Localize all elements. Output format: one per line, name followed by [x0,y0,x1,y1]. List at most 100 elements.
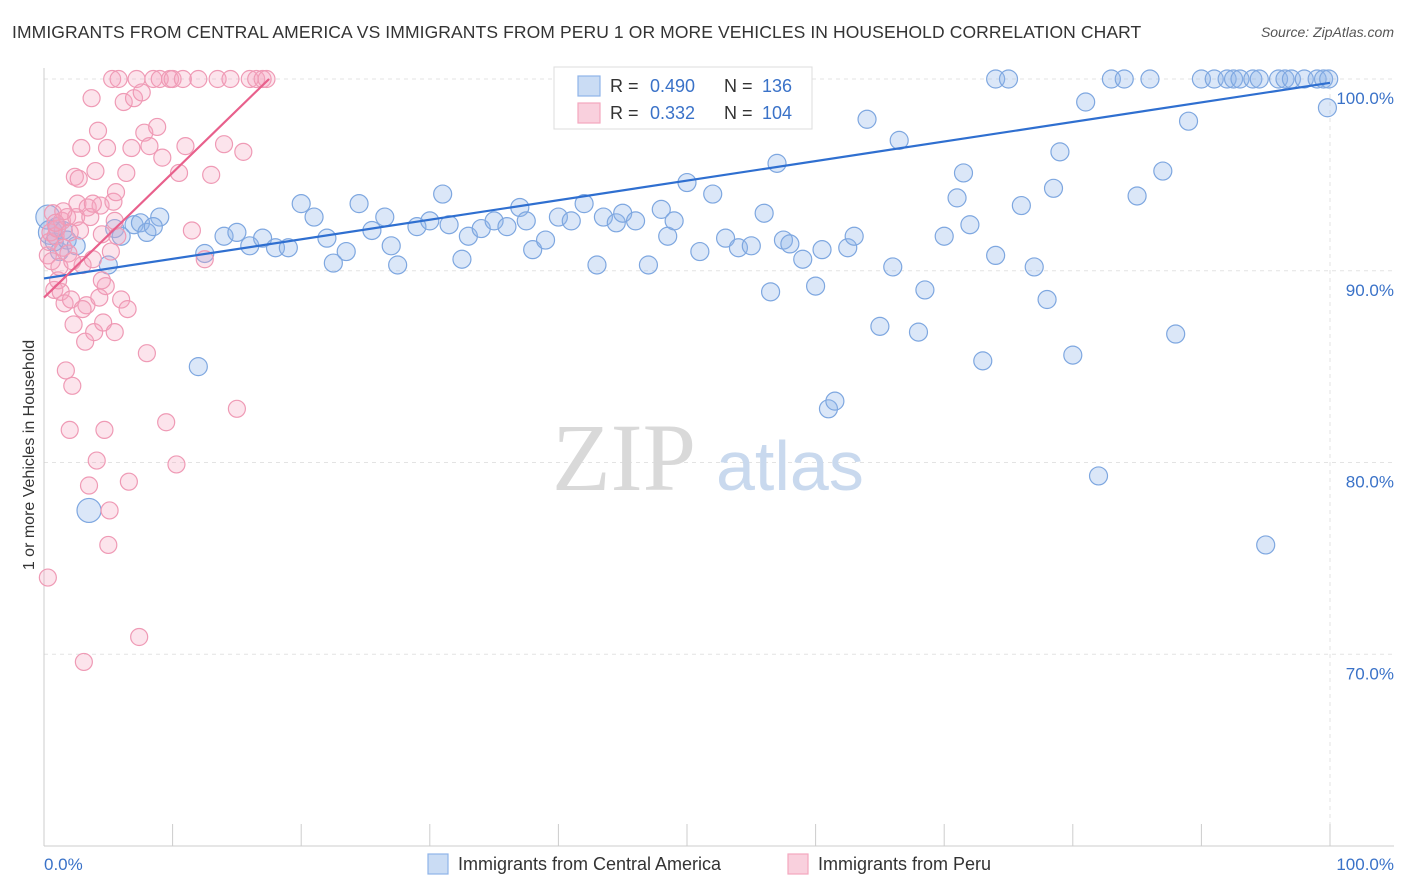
y-tick-labels: 70.0% 80.0% 90.0% 100.0% [1336,89,1394,683]
peru-point-83 [202,165,221,184]
peru-trend-line [43,78,270,299]
central-america-point-89 [986,245,1006,266]
peru-point-78 [173,69,192,89]
stats-legend-r-value-1: 0.332 [650,103,695,123]
peru-point-24 [68,194,87,213]
peru-point-13 [54,238,73,257]
peru-point-53 [105,323,124,342]
peru-point-80 [182,221,201,240]
central-america-point-78 [857,109,877,129]
central-america-point-96 [1050,142,1070,162]
legend-swatch-central-america [427,853,449,875]
peru-point-39 [87,451,106,470]
peru-point-94 [63,252,82,271]
central-america-point-103 [1140,69,1160,89]
peru-point-33 [79,476,99,495]
central-america-point-88 [973,351,993,371]
central-america-point-63 [715,228,736,248]
peru-point-92 [257,69,276,89]
peru-point-50 [101,242,120,261]
central-america-point-101 [1114,69,1134,89]
peru-point-36 [83,250,102,269]
central-america-point-51 [587,255,607,275]
central-america-point-74 [818,399,839,419]
watermark-atlas: atlas [716,427,864,505]
central-america-point-71 [793,249,813,269]
peru-point-59 [117,163,136,183]
legend-label-peru: Immigrants from Peru [818,854,991,874]
peru-point-61 [122,138,141,158]
series-central-america-points [35,69,1339,555]
peru-point-76 [167,455,186,474]
central-america-point-43 [497,217,517,237]
peru-point-100 [60,223,79,242]
central-america-point-86 [953,163,974,183]
peru-point-75 [163,69,182,89]
x-tick-label-0: 0.0% [44,855,83,874]
central-america-point-121 [1317,98,1338,118]
central-america-point-49 [561,211,581,231]
central-america-point-112 [1243,69,1263,89]
peru-point-58 [114,92,133,112]
central-america-point-72 [805,276,826,296]
peru-point-101 [105,211,124,230]
peru-point-71 [150,69,169,89]
peru-point-93 [73,300,92,319]
central-america-point-20 [227,222,247,242]
peru-point-40 [88,121,108,140]
peru-point-85 [214,135,234,154]
peru-point-68 [140,137,159,156]
peru-point-25 [69,169,88,188]
peru-point-34 [81,207,100,227]
stats-legend: R = 0.490 N = 136 R = 0.332 N = 104 [553,66,813,130]
central-america-point-27 [317,228,337,248]
central-america-point-39 [452,249,472,269]
central-america-point-29 [336,241,356,262]
x-ticks [43,68,1331,846]
peru-point-21 [64,315,83,334]
peru-point-35 [82,89,101,108]
central-america-point-25 [291,194,311,214]
legend-label-central-america: Immigrants from Central America [458,854,722,874]
peru-point-54 [106,183,126,202]
central-america-point-87 [960,215,980,235]
stats-legend-n-value-1: 104 [762,103,792,123]
y-axis-label: 1 or more Vehicles in Household [21,340,38,570]
central-america-point-34 [388,255,408,275]
central-america-point-116 [1275,69,1295,89]
peru-point-91 [253,69,272,89]
central-america-point-95 [1043,178,1064,198]
peru-point-86 [221,69,240,89]
central-america-point-73 [812,240,832,260]
central-america-point-46 [523,240,543,260]
peru-point-98 [118,300,137,319]
central-america-point-84 [934,226,954,246]
central-america-point-13 [130,213,151,233]
central-america-point-62 [703,184,723,204]
peru-point-20 [63,376,82,395]
central-america-trend-line [43,81,1331,280]
stats-legend-n-label-1: N = [724,103,753,123]
peru-point-11 [51,282,70,301]
stats-legend-r-label-0: R = [610,76,639,96]
central-america-point-30 [349,194,369,214]
central-america-point-106 [1178,111,1199,131]
central-america-point-32 [375,207,395,227]
central-america-point-33 [381,236,401,256]
central-america-point-110 [1223,69,1244,89]
central-america-point-98 [1076,92,1096,112]
central-america-point-8 [76,497,102,524]
peru-point-65 [132,83,151,102]
peru-point-60 [119,472,138,491]
peru-point-79 [176,137,195,156]
central-america-point-93 [1024,257,1044,277]
stats-legend-swatch-1 [577,102,601,124]
watermark-zip: ZIP [552,404,696,511]
central-america-point-15 [150,207,170,227]
peru-point-48 [99,535,118,555]
central-america-point-55 [625,211,646,231]
peru-point-97 [92,271,111,290]
peru-point-56 [109,69,128,89]
y-tick-label-2: 90.0% [1346,281,1394,300]
